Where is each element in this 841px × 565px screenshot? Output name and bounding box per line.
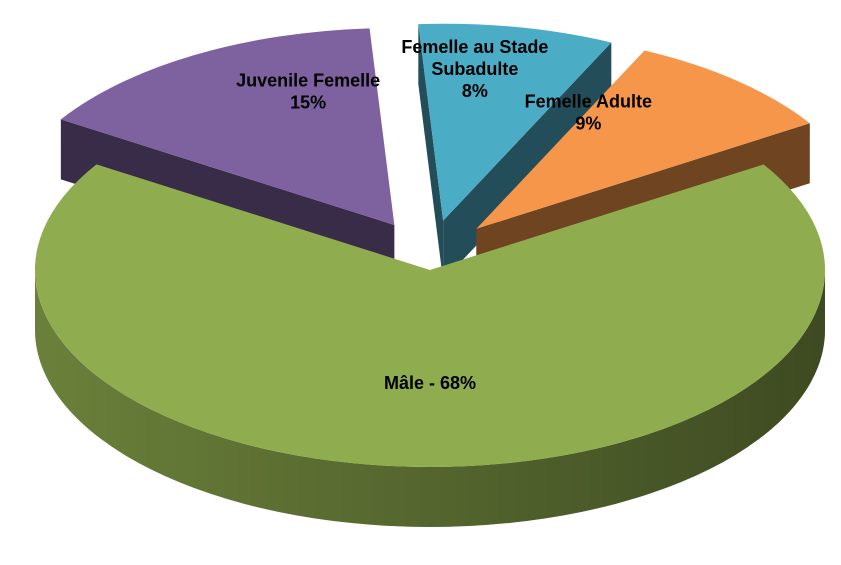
slice: [476, 50, 810, 229]
data-label: Femelle Adulte 9%: [525, 91, 652, 133]
data-label-line: Subadulte: [431, 59, 518, 79]
data-label-line: Mâle - 68%: [384, 373, 476, 393]
slice: [60, 28, 395, 225]
data-label-line: Juvenile Femelle: [236, 70, 380, 90]
slice: [34, 164, 825, 527]
slice-face: [418, 24, 444, 281]
slice: [418, 23, 612, 221]
slice-side-shade: [35, 269, 825, 527]
data-label: Femelle au Stade Subadulte 8%: [401, 37, 548, 101]
slice: [34, 164, 825, 467]
data-label-line: 8%: [462, 81, 488, 101]
data-label-line: Femelle au Stade: [401, 37, 548, 57]
data-label-line: Femelle Adulte: [525, 91, 652, 111]
data-label-line: 9%: [575, 113, 601, 133]
data-label-line: 15%: [290, 92, 326, 112]
data-label: Juvenile Femelle 15%: [236, 70, 380, 112]
data-label: Mâle - 68%: [384, 373, 476, 393]
